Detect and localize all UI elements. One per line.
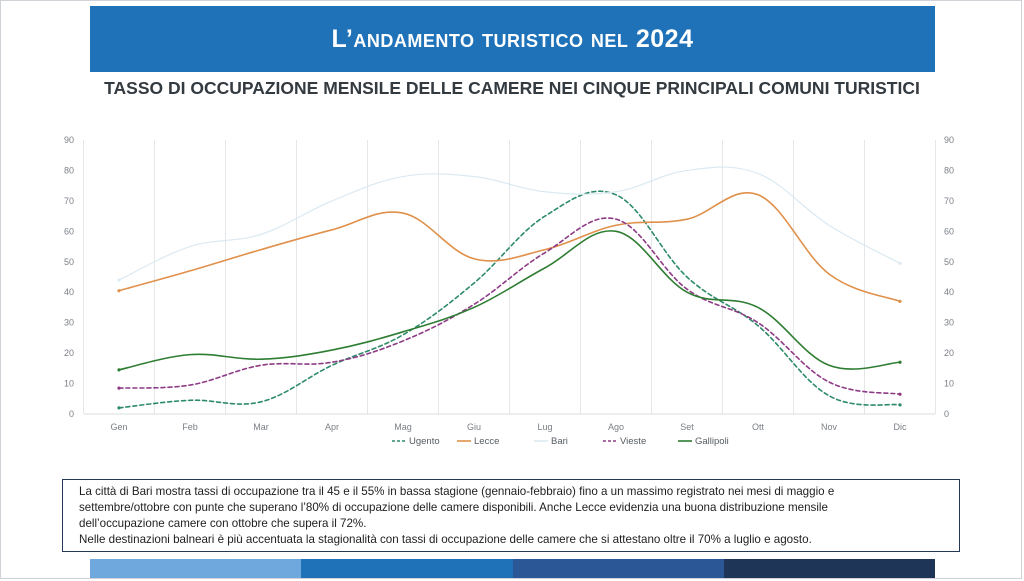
series-point-ugento xyxy=(117,406,121,410)
note-line-1: La città di Bari mostra tassi di occupaz… xyxy=(79,485,835,498)
footer-bar-4 xyxy=(723,559,935,578)
legend-label-ugento: Ugento xyxy=(409,436,440,447)
header-band: L’andamento turistico nel 2024 xyxy=(90,6,935,72)
y-tick-label-left: 90 xyxy=(64,135,74,145)
legend-label-bari: Bari xyxy=(551,436,568,447)
y-tick-label-left: 30 xyxy=(64,318,74,328)
x-tick-label: Lug xyxy=(537,422,552,432)
y-tick-label-right: 20 xyxy=(944,348,954,358)
y-tick-label-right: 60 xyxy=(944,226,954,236)
x-tick-label: Mag xyxy=(394,422,412,432)
chart-title: TASSO DI OCCUPAZIONE MENSILE DELLE CAMER… xyxy=(104,78,920,98)
y-tick-label-left: 70 xyxy=(64,196,74,206)
footer-bar-1 xyxy=(90,559,302,578)
y-tick-label-left: 80 xyxy=(64,165,74,175)
series-line-bari xyxy=(118,166,901,281)
series-line-gallipoli xyxy=(118,230,901,371)
y-tick-label-left: 0 xyxy=(69,409,74,419)
footer-bar-3 xyxy=(512,559,724,578)
line-chart: 0 0 10 10 20 20 30 30 40 40 50 50 60 60 70 70 80 80 90 90 Ge… xyxy=(64,135,954,447)
y-tick-label-right: 90 xyxy=(944,135,954,145)
note-line-4: Nelle destinazioni balneari è più accent… xyxy=(79,533,812,546)
series-point-ugento xyxy=(898,403,902,407)
x-tick-label: Mar xyxy=(253,422,269,432)
series-point-lecce xyxy=(898,299,902,303)
x-tick-label: Giu xyxy=(467,422,481,432)
series-point-gallipoli xyxy=(898,360,902,364)
series-point-gallipoli xyxy=(117,368,121,372)
y-tick-label-left: 40 xyxy=(64,287,74,297)
series-line-vieste xyxy=(118,217,901,396)
note-line-3: dell’occupazione camere con ottobre che … xyxy=(79,517,367,530)
y-tick-label-right: 30 xyxy=(944,318,954,328)
legend-label-lecce: Lecce xyxy=(474,436,499,447)
series-point-vieste xyxy=(117,386,121,390)
y-tick-label-right: 50 xyxy=(944,257,954,267)
x-tick-label: Nov xyxy=(821,422,838,432)
x-tick-label: Ago xyxy=(608,422,624,432)
x-tick-label: Dic xyxy=(894,422,907,432)
legend-label-gallipoli: Gallipoli xyxy=(695,436,729,447)
y-tick-label-left: 10 xyxy=(64,379,74,389)
x-tick-label: Ott xyxy=(752,422,765,432)
y-tick-label-right: 0 xyxy=(944,409,949,419)
y-tick-label-right: 40 xyxy=(944,287,954,297)
x-tick-label: Set xyxy=(680,422,694,432)
series-line-lecce xyxy=(118,192,901,303)
y-tick-label-right: 80 xyxy=(944,165,954,175)
series-point-bari xyxy=(117,278,121,282)
note-box: La città di Bari mostra tassi di occupaz… xyxy=(62,479,960,552)
x-tick-label: Feb xyxy=(182,422,198,432)
series-point-bari xyxy=(898,261,902,265)
header-title: L’andamento turistico nel 2024 xyxy=(331,24,694,53)
x-tick-label: Apr xyxy=(325,422,339,432)
y-tick-label-right: 10 xyxy=(944,379,954,389)
y-tick-label-left: 20 xyxy=(64,348,74,358)
footer-bar-2 xyxy=(301,559,513,578)
series-line-ugento xyxy=(118,190,901,409)
y-tick-label-left: 50 xyxy=(64,257,74,267)
y-tick-label-right: 70 xyxy=(944,196,954,206)
series-point-lecce xyxy=(117,289,121,293)
series-point-vieste xyxy=(898,392,902,396)
x-tick-label: Gen xyxy=(110,422,127,432)
footer-color-bars xyxy=(90,559,935,578)
legend-label-vieste: Vieste xyxy=(620,436,646,447)
y-tick-label-left: 60 xyxy=(64,226,74,236)
note-line-2: settembre/ottobre con punte che superano… xyxy=(79,501,828,514)
